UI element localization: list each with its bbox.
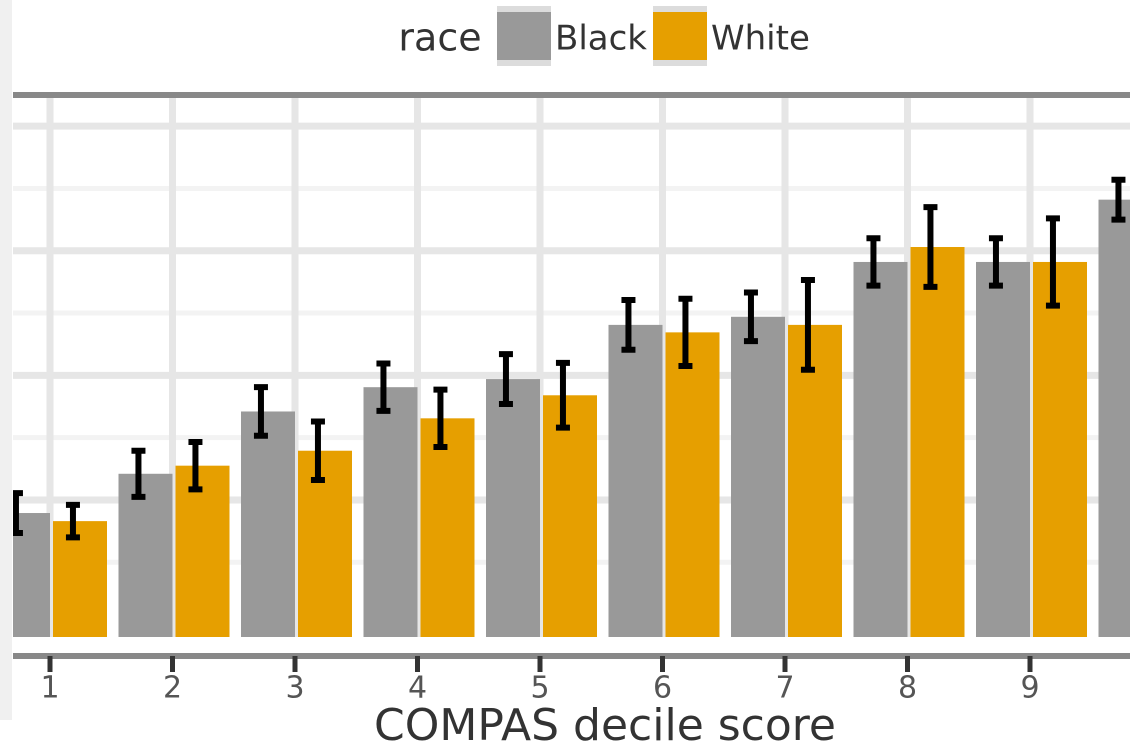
error-bar bbox=[988, 235, 1003, 289]
x-axis-title: COMPAS decile score bbox=[374, 700, 836, 751]
bar bbox=[665, 332, 720, 637]
x-tick-label: 6 bbox=[653, 671, 672, 706]
bar bbox=[53, 521, 107, 637]
error-bar bbox=[376, 360, 391, 414]
x-tick-label: 7 bbox=[775, 671, 794, 706]
bar bbox=[1098, 199, 1130, 638]
legend-label: White bbox=[711, 19, 810, 59]
x-tick-label: 5 bbox=[530, 671, 549, 706]
x-tick-label: 9 bbox=[1020, 671, 1039, 706]
bar bbox=[175, 465, 230, 637]
error-bar bbox=[188, 439, 203, 493]
bar bbox=[543, 395, 597, 637]
error-bar bbox=[310, 418, 325, 484]
bar bbox=[118, 473, 173, 637]
error-bar bbox=[131, 447, 146, 500]
x-tick-label: 2 bbox=[163, 671, 182, 706]
error-bar bbox=[555, 359, 570, 431]
bar bbox=[731, 316, 785, 637]
error-bar bbox=[433, 386, 448, 450]
legend-swatch bbox=[497, 12, 551, 60]
bar bbox=[853, 261, 908, 637]
bar bbox=[241, 411, 295, 637]
left-strip bbox=[0, 0, 12, 720]
bar bbox=[1033, 261, 1087, 637]
x-tick-label: 4 bbox=[408, 671, 427, 706]
bar bbox=[910, 247, 965, 637]
error-bar bbox=[923, 204, 938, 290]
panel bbox=[13, 95, 1130, 638]
bar bbox=[486, 379, 540, 637]
legend-swatch bbox=[653, 12, 707, 60]
error-bar bbox=[1111, 176, 1126, 223]
error-bar bbox=[866, 235, 881, 289]
error-bar bbox=[65, 501, 80, 541]
error-bar bbox=[1045, 215, 1060, 309]
error-bar bbox=[800, 277, 815, 373]
bar bbox=[976, 261, 1030, 637]
error-bar bbox=[743, 289, 758, 345]
error-bar bbox=[253, 384, 268, 439]
error-bar bbox=[678, 295, 693, 369]
bar bbox=[298, 450, 352, 637]
error-bar bbox=[498, 351, 513, 408]
bar bbox=[420, 418, 475, 637]
legend-title: race bbox=[398, 16, 481, 60]
bar bbox=[363, 387, 418, 637]
bar bbox=[608, 324, 663, 637]
error-bar bbox=[621, 296, 636, 353]
error-bar bbox=[13, 490, 23, 536]
legend-label: Black bbox=[555, 19, 647, 59]
x-tick-label: 3 bbox=[285, 671, 304, 706]
x-tick-label: 8 bbox=[898, 671, 917, 706]
bar bbox=[788, 324, 842, 637]
x-tick-label: 1 bbox=[40, 671, 59, 706]
